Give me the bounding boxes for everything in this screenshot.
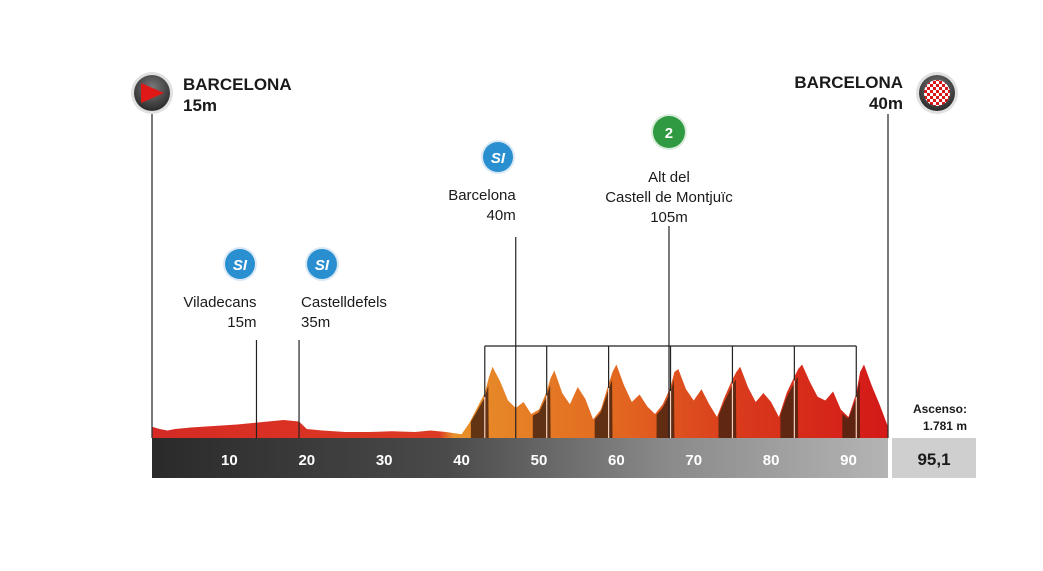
axis-ticks: 10 20 30 40 50 60 70 80 90 xyxy=(221,452,857,469)
climb-shadow-1 xyxy=(470,385,489,438)
climb-name-line2: Castell de Montjuïc xyxy=(605,189,733,206)
sprint-badge-label: SI xyxy=(315,257,330,274)
start-name: BARCELONA xyxy=(183,75,292,94)
climb-shadow-6 xyxy=(780,376,799,438)
climb-shadow-7 xyxy=(842,380,861,438)
sprint-elevation: 15m xyxy=(227,314,256,331)
tick-90: 90 xyxy=(840,452,857,469)
tick-60: 60 xyxy=(608,452,625,469)
tick-70: 70 xyxy=(685,452,702,469)
ascent-value: 1.781 m xyxy=(923,419,967,433)
climb-shadow-3 xyxy=(594,379,613,438)
tick-20: 20 xyxy=(298,452,315,469)
distance-axis xyxy=(152,438,888,478)
tick-30: 30 xyxy=(376,452,393,469)
sprint-name: Viladecans xyxy=(183,294,256,311)
finish-elevation: 40m xyxy=(869,94,903,113)
sprint-name: Barcelona xyxy=(448,187,516,204)
elevation-profile xyxy=(152,364,888,438)
sprint-badge-label: SI xyxy=(491,150,506,167)
climb-category: 2 xyxy=(665,125,673,142)
lap-lines xyxy=(484,376,857,438)
sprint-badge-icon: SI xyxy=(481,140,515,174)
start-flag-icon xyxy=(131,72,173,114)
tick-10: 10 xyxy=(221,452,238,469)
total-distance-box xyxy=(892,438,976,478)
tick-40: 40 xyxy=(453,452,470,469)
climb-elevation: 105m xyxy=(650,209,688,226)
start-elevation: 15m xyxy=(183,96,217,115)
sprint-badge-icon: SI xyxy=(305,247,339,281)
climb-name-line1: Alt del xyxy=(648,169,690,186)
sprint-name: Castelldefels xyxy=(301,294,387,311)
tick-80: 80 xyxy=(763,452,780,469)
tick-50: 50 xyxy=(531,452,548,469)
circuit-bracket xyxy=(484,345,857,397)
climb-montjuic: 2 Alt del Castell de Montjuïc 105m xyxy=(605,114,733,438)
sprint-badge-label: SI xyxy=(233,257,248,274)
sprint-barcelona: SI Barcelona 40m xyxy=(448,140,516,438)
sprint-elevation: 40m xyxy=(487,207,516,224)
sprint-elevation: 35m xyxy=(301,314,330,331)
sprint-castelldefels: SI Castelldefels 35m xyxy=(298,247,387,438)
finish-name: BARCELONA xyxy=(794,73,903,92)
total-distance: 95,1 xyxy=(917,450,950,469)
ascent-label: Ascenso: xyxy=(913,402,967,416)
kom-badge-icon: 2 xyxy=(650,114,687,150)
sprint-badge-icon: SI xyxy=(223,247,257,281)
finish-flag-icon xyxy=(916,72,958,114)
sprint-viladecans: SI Viladecans 15m xyxy=(183,247,258,438)
